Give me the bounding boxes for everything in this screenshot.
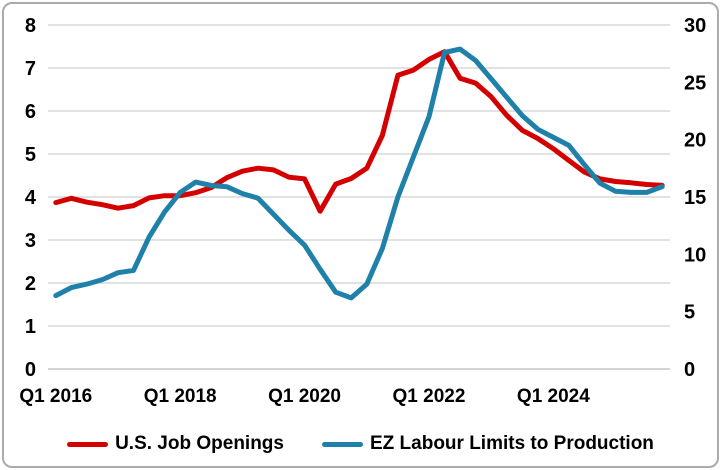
y-axis-left-tick-label: 6 bbox=[25, 101, 36, 123]
legend-label-us-job-openings: U.S. Job Openings bbox=[115, 433, 284, 454]
x-axis-tick-label: Q1 2018 bbox=[144, 386, 217, 407]
legend-swatch-blue-line bbox=[321, 441, 363, 447]
x-axis-tick-label: Q1 2016 bbox=[19, 386, 92, 407]
legend-label-ez-labour-limits: EZ Labour Limits to Production bbox=[369, 433, 654, 454]
y-axis-right-tick-label: 5 bbox=[684, 302, 695, 324]
x-axis-tick-label: Q1 2022 bbox=[393, 386, 466, 407]
y-axis-left-tick-label: 8 bbox=[25, 15, 36, 37]
y-axis-right-tick-label: 20 bbox=[684, 130, 706, 152]
x-axis-tick-label: Q1 2024 bbox=[517, 386, 590, 407]
legend-item-us-job-openings: U.S. Job Openings bbox=[67, 433, 284, 455]
y-axis-left-tick-label: 1 bbox=[25, 316, 36, 338]
y-axis-right-tick-label: 10 bbox=[684, 244, 706, 266]
legend-swatch-red-line bbox=[67, 441, 109, 447]
legend: U.S. Job Openings EZ Labour Limits to Pr… bbox=[4, 428, 717, 460]
series-line-1 bbox=[53, 46, 665, 301]
y-axis-left-tick-label: 2 bbox=[25, 273, 36, 295]
y-axis-right-tick-label: 15 bbox=[684, 187, 706, 209]
y-axis-right-tick-label: 0 bbox=[684, 359, 695, 381]
y-axis-left-tick-label: 5 bbox=[25, 144, 36, 166]
legend-item-ez-labour-limits: EZ Labour Limits to Production bbox=[321, 433, 654, 455]
y-axis-left-tick-label: 7 bbox=[25, 58, 36, 80]
x-axis-tick-label: Q1 2020 bbox=[268, 386, 341, 407]
dual-axis-line-chart: 0 1 2 3 4 5 6 7 8 0 5 10 15 20 25 30 Q1 2016 Q1 2018 Q1 20… bbox=[19, 15, 706, 407]
y-axis-right-tick-label: 30 bbox=[684, 15, 706, 37]
y-axis-right-tick-label: 25 bbox=[684, 72, 706, 94]
series-line-0 bbox=[53, 49, 665, 214]
y-axis-left-tick-label: 4 bbox=[25, 187, 37, 209]
y-axis-left-tick-label: 0 bbox=[25, 359, 36, 381]
y-axis-left-tick-label: 3 bbox=[25, 230, 36, 252]
